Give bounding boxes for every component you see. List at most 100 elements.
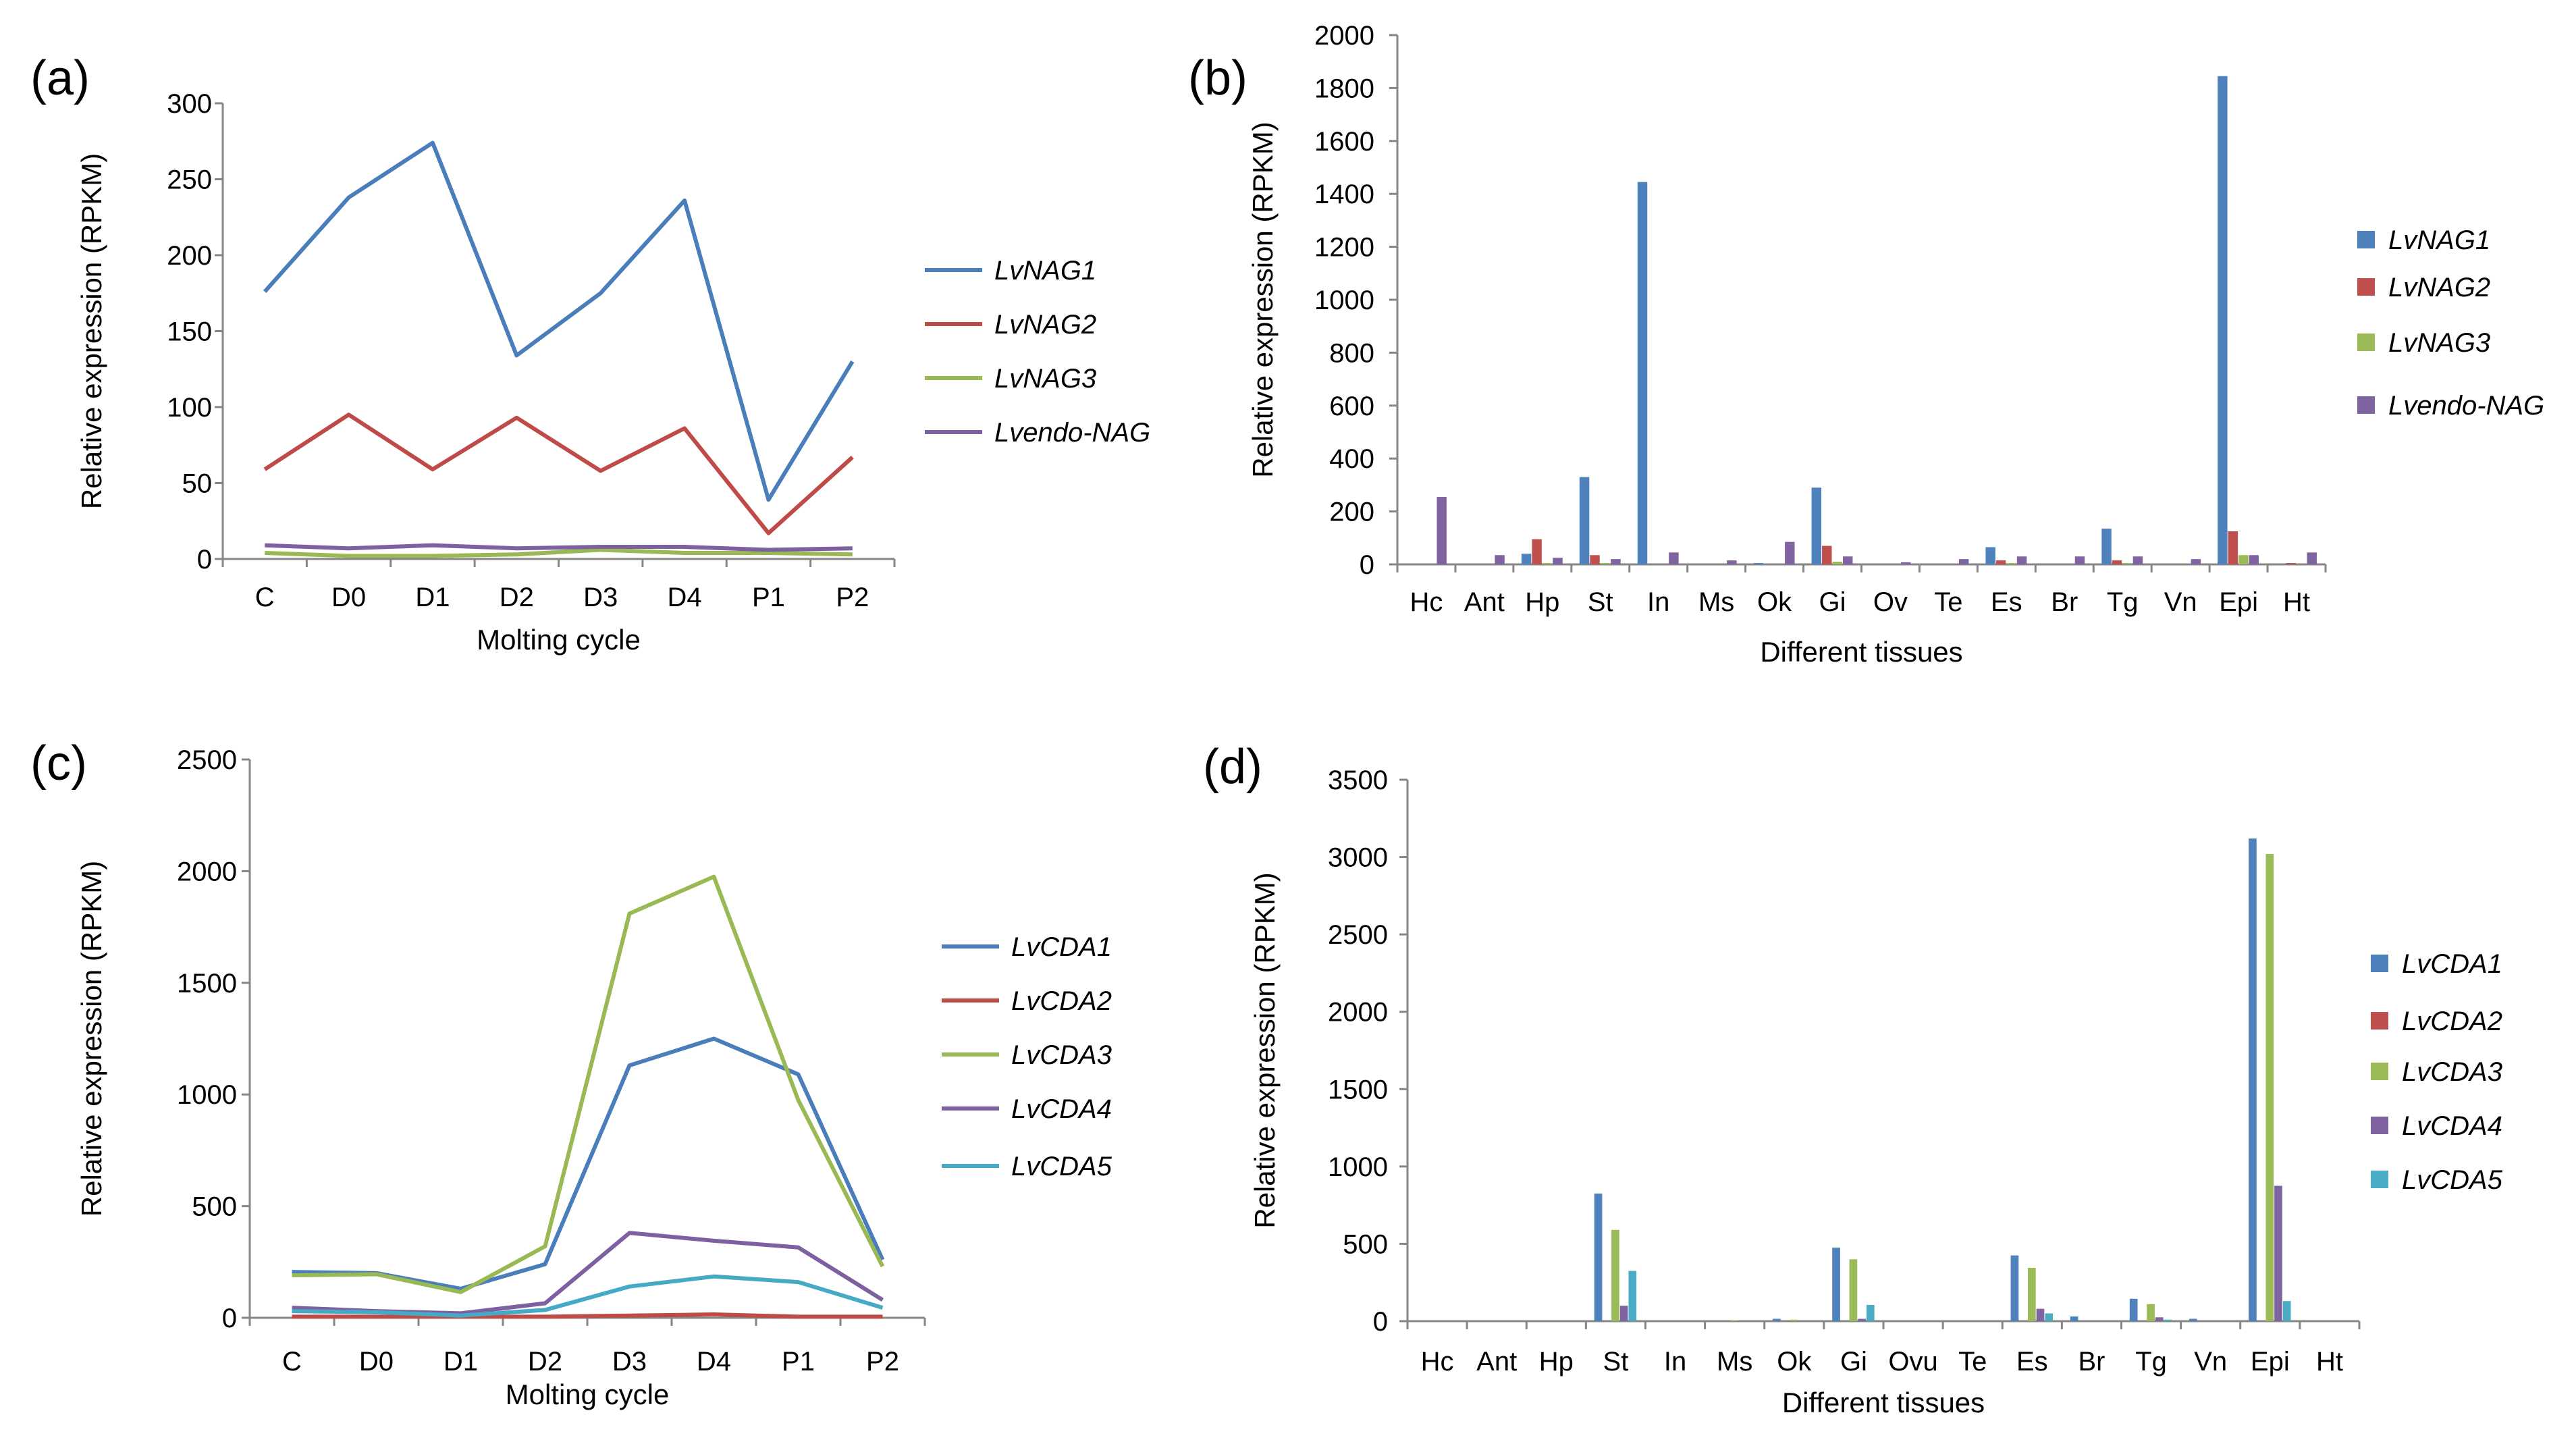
series-line-LvNAG3 (265, 548, 853, 558)
x-tick-label: Ms (1717, 1347, 1752, 1377)
bar-Lvendo-NAG-Br (2074, 556, 2085, 564)
x-tick-label: P1 (752, 583, 785, 612)
y-tick-label: 2000 (1328, 998, 1388, 1027)
panel-label-a: (a) (30, 51, 90, 105)
x-tick-label: Ok (1757, 587, 1792, 617)
bar-Lvendo-NAG-Ok (1785, 541, 1795, 564)
x-axis-title: Molting cycle (506, 1379, 670, 1410)
series-line-LvNAG2 (263, 412, 854, 535)
bar-LvCDA5-St (1628, 1271, 1637, 1321)
y-tick-label: 0 (1360, 550, 1374, 580)
x-tick-label: Hp (1525, 587, 1559, 617)
y-tick-label: 1200 (1314, 233, 1374, 263)
y-tick-label: 400 (1329, 444, 1374, 474)
panel-label-d: (d) (1203, 740, 1262, 794)
bar-LvNAG2-Epi (2228, 531, 2238, 564)
bar-Lvendo-NAG-Ant (1495, 555, 1505, 564)
y-tick-label: 1000 (1328, 1152, 1388, 1182)
bar-Lvendo-NAG-Hc (1437, 497, 1447, 564)
x-tick-label: D1 (415, 583, 450, 612)
bar-LvNAG2-Gi (1822, 545, 1832, 564)
bar-LvCDA1-Es (2010, 1255, 2019, 1321)
bar-LvNAG2-Tg (2112, 560, 2122, 564)
y-tick-label: 100 (167, 393, 212, 423)
bar-LvNAG3-Hp (1542, 563, 1553, 564)
legend-label-LvCDA1: LvCDA1 (1011, 932, 1112, 962)
x-tick-label: Hp (1539, 1347, 1574, 1377)
bar-LvCDA4-Epi (2274, 1185, 2282, 1321)
x-tick-label: Ant (1476, 1347, 1517, 1377)
bar-LvNAG2-Ht (2286, 563, 2297, 564)
bar-Lvendo-NAG-Ms (1727, 560, 1737, 564)
legend-label-LvCDA3: LvCDA3 (1011, 1040, 1112, 1070)
y-tick-label: 1600 (1314, 127, 1374, 157)
y-tick-label: 50 (182, 469, 213, 499)
bar-LvNAG3-St (1600, 563, 1611, 564)
x-tick-label: D0 (359, 1347, 394, 1377)
x-tick-label: Ant (1464, 587, 1505, 617)
x-tick-label: Br (2078, 1347, 2105, 1377)
x-tick-label: St (1603, 1347, 1629, 1377)
x-tick-label: Es (2016, 1347, 2048, 1377)
bar-LvCDA3-Ms (1730, 1320, 1739, 1321)
bar-LvCDA3-Ok (1790, 1319, 1798, 1321)
y-tick-label: 250 (167, 165, 212, 195)
bar-LvNAG1-Es (1985, 547, 1995, 564)
legend-swatch-LvCDA5 (2371, 1171, 2388, 1188)
x-tick-label: In (1647, 587, 1669, 617)
bar-LvCDA1-Gi (1832, 1248, 1840, 1321)
bar-Lvendo-NAG-St (1611, 559, 1621, 564)
y-tick-label: 2500 (1328, 920, 1388, 950)
x-tick-label: Te (1958, 1347, 1987, 1377)
x-tick-label: Gi (1819, 587, 1846, 617)
x-tick-label: Ov (1873, 587, 1908, 617)
x-tick-label: D3 (612, 1347, 647, 1377)
x-tick-label: D4 (667, 583, 701, 612)
x-tick-label: Te (1934, 587, 1962, 617)
bar-LvNAG3-Gi (1832, 562, 1842, 564)
legend-label-LvCDA5: LvCDA5 (1011, 1152, 1112, 1181)
bar-LvCDA5-Tg (2164, 1319, 2172, 1321)
y-tick-label: 300 (167, 89, 212, 119)
y-tick-label: 1500 (1328, 1075, 1388, 1104)
x-tick-label: D3 (583, 583, 618, 612)
legend-swatch-LvNAG1 (2357, 231, 2375, 248)
y-tick-label: 2000 (1314, 21, 1374, 51)
x-tick-label: Tg (2107, 587, 2139, 617)
x-tick-label: C (282, 1347, 302, 1377)
x-tick-label: Ovu (1888, 1347, 1937, 1377)
chart-1: 0 50 100 150 200 250 300 C D0 D1 D2 D3 D4 P1 P2 Molting… (76, 89, 1150, 656)
legend-swatch-LvCDA3 (2371, 1063, 2388, 1080)
x-tick-label: In (1664, 1347, 1686, 1377)
chart-2: 0 200 400 600 800 1000 1200 1400 1600 1800 2000 Hc A… (1247, 21, 2544, 668)
legend-label-LvNAG3: LvNAG3 (994, 364, 1096, 394)
y-tick-label: 150 (167, 317, 212, 347)
bar-LvCDA5-Gi (1866, 1304, 1875, 1321)
legend-label-LvNAG3: LvNAG3 (2388, 328, 2490, 358)
y-tick-label: 800 (1329, 338, 1374, 368)
x-tick-label: P2 (836, 583, 869, 612)
chart-4: 0 500 1000 1500 2000 2500 3000 3500 Hc Ant Hp St In M… (1249, 766, 2503, 1418)
bar-LvCDA4-Tg (2155, 1317, 2164, 1321)
bar-LvCDA3-St (1611, 1229, 1619, 1321)
legend-label-Lvendo-NAG: Lvendo-NAG (994, 418, 1150, 448)
y-tick-label: 3000 (1328, 843, 1388, 873)
y-axis-title: Relative expression (RPKM) (1249, 872, 1281, 1229)
x-tick-label: Gi (1840, 1347, 1867, 1377)
bar-LvNAG1-St (1579, 477, 1590, 564)
x-tick-label: Br (2051, 587, 2078, 617)
y-tick-label: 1400 (1314, 180, 1374, 209)
legend-label-LvNAG2: LvNAG2 (2388, 273, 2490, 302)
bar-LvCDA1-Epi (2249, 838, 2257, 1321)
bar-LvCDA3-Gi (1849, 1259, 1858, 1321)
bar-LvNAG3-Tg (2122, 563, 2132, 564)
bar-LvCDA3-Es (2027, 1267, 2036, 1321)
bar-LvCDA1-Tg (2129, 1298, 2138, 1321)
bar-LvCDA4-St (1619, 1306, 1628, 1321)
y-tick-label: 1800 (1314, 74, 1374, 103)
bar-LvCDA1-Vn (2189, 1318, 2197, 1321)
y-tick-label: 1000 (177, 1080, 237, 1110)
bar-LvNAG3-Epi (2238, 555, 2249, 564)
x-tick-label: C (255, 583, 275, 612)
